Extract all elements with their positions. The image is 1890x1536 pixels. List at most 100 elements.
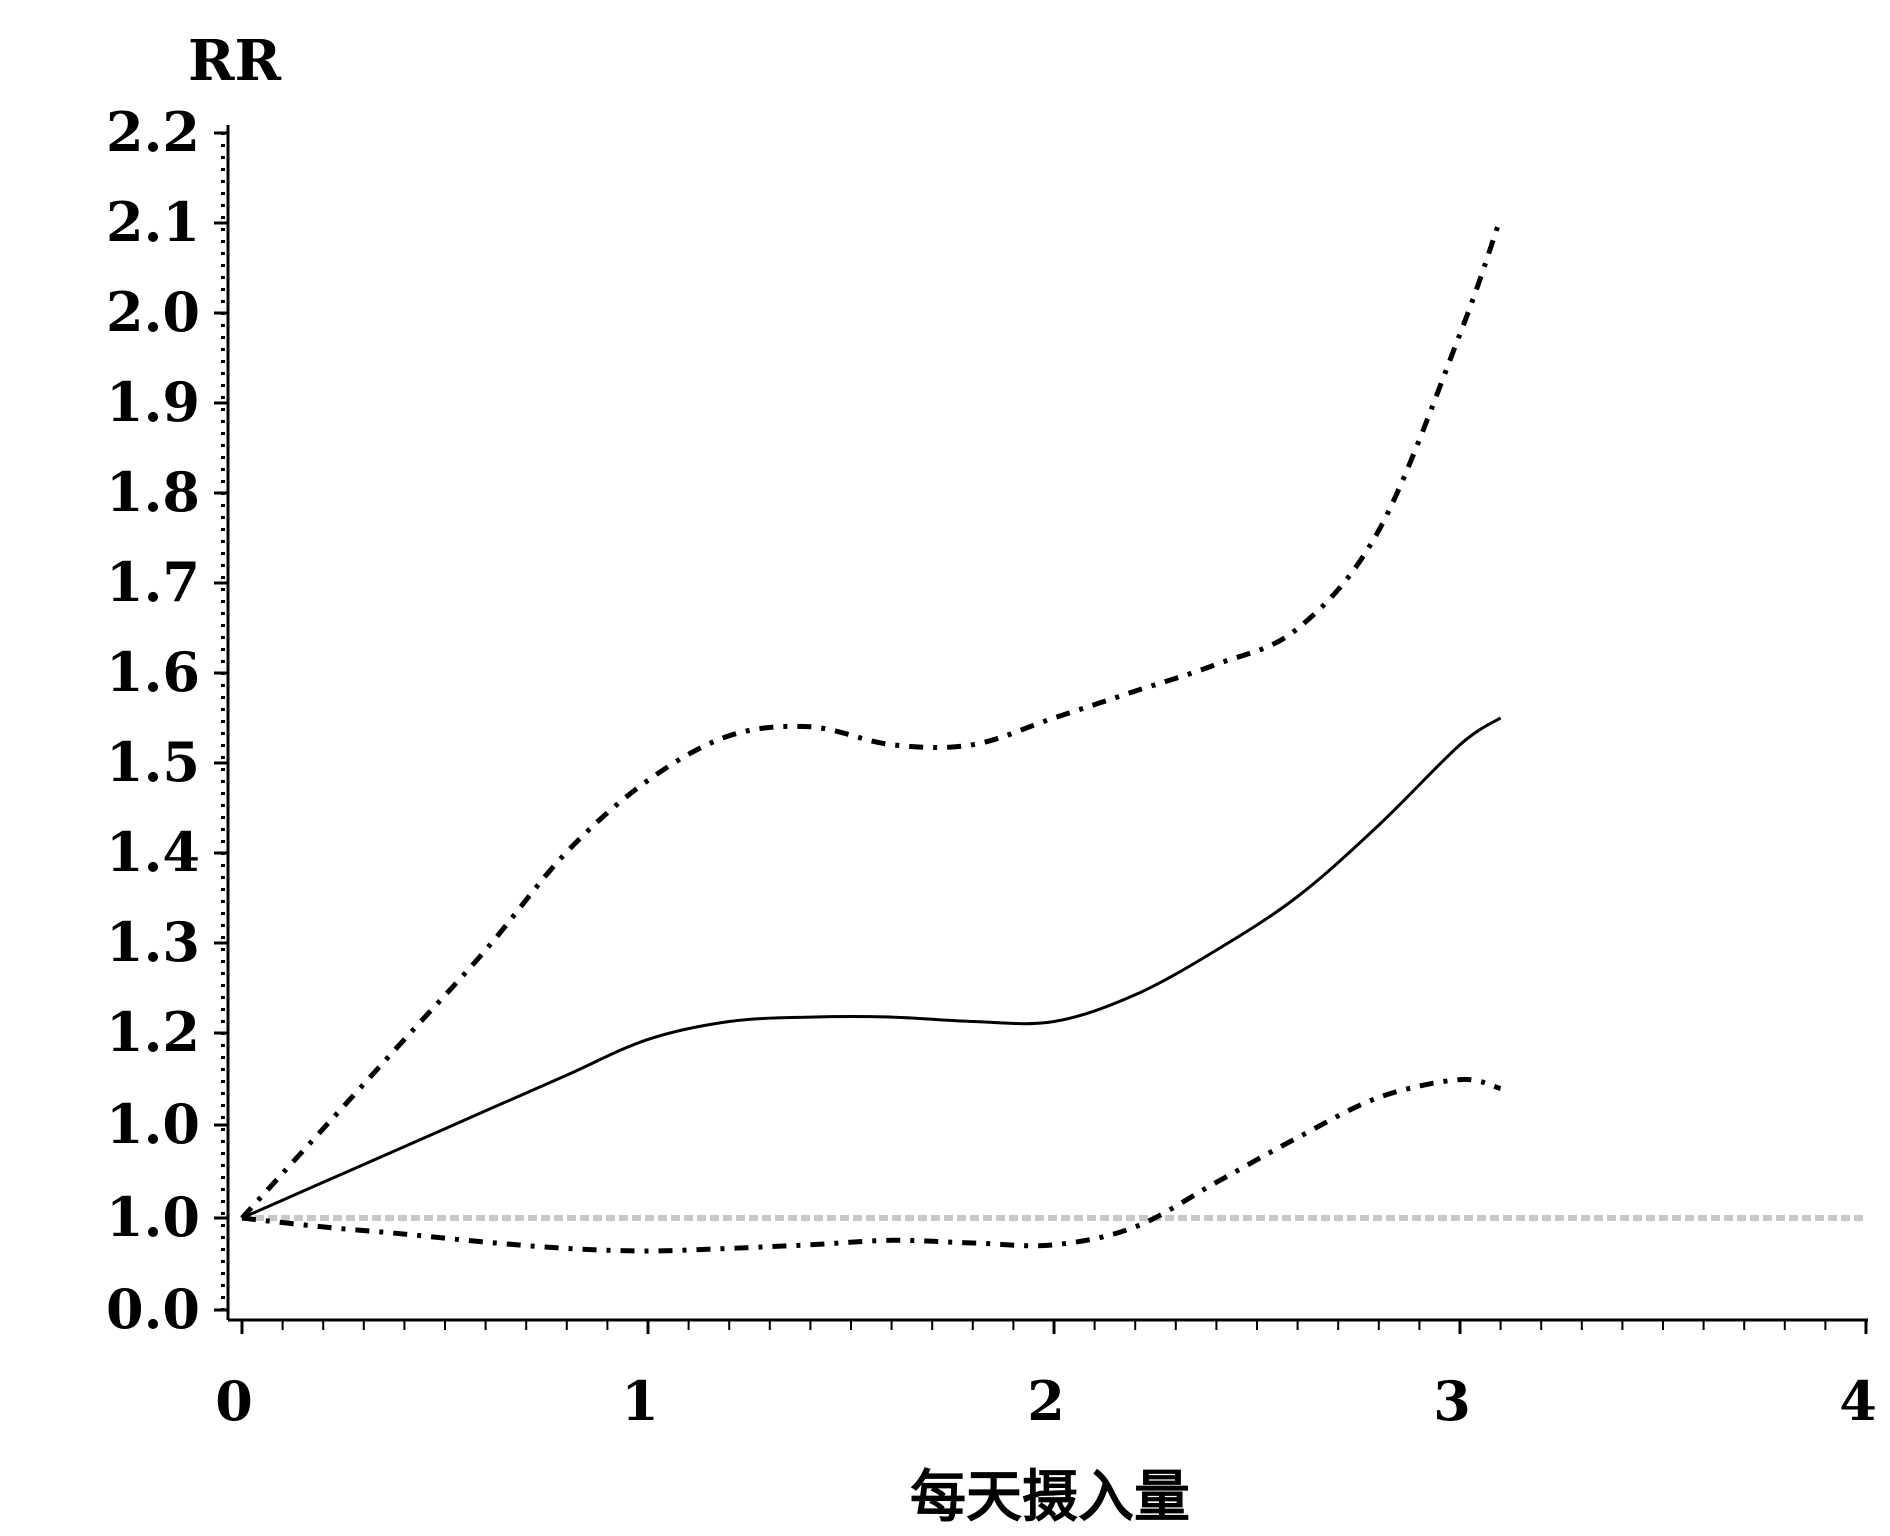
y-minor-tick	[221, 1068, 225, 1071]
y-minor-tick	[221, 1104, 225, 1107]
y-axis-minor-ticks	[221, 132, 225, 1311]
y-minor-tick	[221, 276, 225, 279]
y-minor-tick	[221, 360, 225, 363]
x-axis-minor-ticks	[281, 1320, 1827, 1330]
y-tick-label: 1.9	[106, 370, 200, 434]
y-minor-tick	[221, 780, 225, 783]
y-minor-tick	[221, 804, 225, 807]
y-minor-tick	[221, 1116, 225, 1119]
y-minor-tick	[221, 972, 225, 975]
y-minor-tick	[221, 912, 225, 915]
y-minor-tick	[221, 624, 225, 627]
y-minor-tick	[221, 744, 225, 747]
y-minor-tick	[221, 432, 225, 435]
y-minor-tick	[221, 264, 225, 267]
y-minor-tick	[221, 1128, 225, 1131]
series-group	[240, 216, 1503, 1254]
y-minor-tick	[221, 840, 225, 843]
y-minor-tick	[221, 708, 225, 711]
y-tick-label: 1.2	[106, 1000, 200, 1064]
y-minor-tick	[221, 168, 225, 171]
y-minor-tick	[221, 1224, 225, 1227]
y-minor-tick	[221, 1248, 225, 1251]
y-tick-label: 1.4	[106, 820, 200, 884]
y-minor-tick	[221, 876, 225, 879]
y-minor-tick	[221, 204, 225, 207]
y-minor-tick	[221, 144, 225, 147]
y-minor-tick	[221, 888, 225, 891]
y-minor-tick	[221, 816, 225, 819]
x-tick-label: 0	[215, 1369, 253, 1433]
y-minor-tick	[221, 372, 225, 375]
y-minor-tick	[221, 240, 225, 243]
y-minor-tick	[221, 1164, 225, 1167]
y-minor-tick	[221, 444, 225, 447]
y-minor-tick	[221, 252, 225, 255]
y-minor-tick	[221, 576, 225, 579]
y-minor-tick	[221, 768, 225, 771]
y-minor-tick	[221, 1080, 225, 1083]
y-minor-tick	[221, 1284, 225, 1287]
x-tick-label: 1	[621, 1369, 659, 1433]
y-minor-tick	[221, 528, 225, 531]
y-axis-label: RR	[188, 28, 282, 94]
y-minor-tick	[221, 1020, 225, 1023]
y-minor-tick	[221, 552, 225, 555]
y-minor-tick	[221, 516, 225, 519]
y-minor-tick	[221, 936, 225, 939]
y-minor-tick	[221, 192, 225, 195]
y-minor-tick	[221, 1200, 225, 1203]
y-minor-tick	[221, 588, 225, 591]
y-minor-tick	[221, 216, 225, 219]
y-minor-tick	[221, 732, 225, 735]
y-minor-tick	[221, 408, 225, 411]
y-minor-tick	[221, 660, 225, 663]
y-tick-label: 1.8	[106, 460, 200, 524]
y-minor-tick	[221, 1152, 225, 1155]
y-tick-label: 1.6	[106, 640, 200, 704]
y-minor-tick	[221, 1272, 225, 1275]
y-minor-tick	[221, 600, 225, 603]
y-minor-tick	[221, 456, 225, 459]
y-minor-tick	[221, 720, 225, 723]
y-minor-tick	[221, 1260, 225, 1263]
y-minor-tick	[221, 756, 225, 759]
y-minor-tick	[221, 1044, 225, 1047]
y-minor-tick	[221, 336, 225, 339]
y-minor-tick	[221, 504, 225, 507]
y-minor-tick	[221, 180, 225, 183]
y-minor-tick	[221, 984, 225, 987]
y-minor-tick	[221, 420, 225, 423]
y-tick-label: 1.0	[106, 1185, 200, 1249]
y-minor-tick	[221, 1236, 225, 1239]
y-minor-tick	[221, 696, 225, 699]
x-axis-label: 每天摄入量	[910, 1464, 1190, 1530]
y-minor-tick	[221, 612, 225, 615]
y-tick-label: 0.0	[106, 1277, 200, 1341]
y-minor-tick	[221, 1092, 225, 1095]
y-minor-tick	[221, 324, 225, 327]
y-minor-tick	[221, 1008, 225, 1011]
y-minor-tick	[221, 792, 225, 795]
y-minor-tick	[221, 648, 225, 651]
y-minor-tick	[221, 288, 225, 291]
y-minor-tick	[221, 348, 225, 351]
y-minor-tick	[221, 1056, 225, 1059]
y-axis-ticks: 0.0 1.0 1.0 1.2 1.3 1.4 1.5 1.6 1.7 1.8 1.9 2.0 2.1 2…	[106, 100, 228, 1341]
y-minor-tick	[221, 1296, 225, 1299]
y-minor-tick	[221, 948, 225, 951]
y-minor-tick	[221, 300, 225, 303]
y-minor-tick	[221, 564, 225, 567]
series-line-lower	[241, 1076, 1502, 1254]
y-tick-label: 2.0	[106, 280, 200, 344]
y-tick-label: 2.2	[106, 100, 200, 164]
y-minor-tick	[221, 1176, 225, 1179]
x-tick-label: 4	[1839, 1369, 1877, 1433]
y-minor-tick	[221, 540, 225, 543]
x-axis-ticks: 0 1 2 3 4	[215, 1320, 1877, 1433]
x-tick-label: 2	[1027, 1369, 1065, 1433]
series-line-estimate	[241, 716, 1502, 1220]
x-tick-label: 3	[1433, 1369, 1471, 1433]
y-minor-tick	[221, 996, 225, 999]
